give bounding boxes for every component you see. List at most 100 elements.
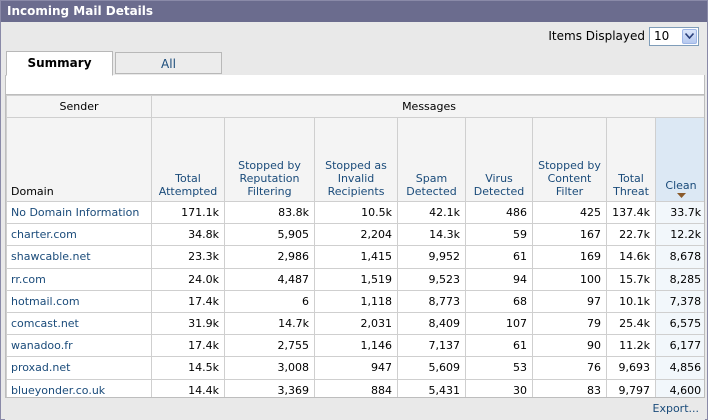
table-cell: 12.2k — [654, 223, 704, 247]
table-cell: 5,609 — [397, 356, 466, 380]
table-row: charter.com 34.8k 5,905 2,204 14.3k 59 167 22.7… — [6, 223, 704, 247]
table-cell: 1,519 — [314, 267, 398, 291]
domain-link[interactable]: No Domain Information — [6, 200, 152, 225]
col-clean-label: Clean — [665, 179, 697, 192]
domain-link[interactable]: blueyonder.co.uk — [6, 378, 152, 397]
table-cell: 2,986 — [224, 245, 315, 269]
table-cell: 97 — [532, 289, 607, 313]
table-cell: 83 — [532, 378, 607, 397]
table-cell: 14.6k — [606, 245, 656, 269]
col-domain: Domain — [6, 117, 152, 202]
table-cell: 4,856 — [654, 356, 704, 380]
table-cell: 31.9k — [151, 311, 225, 336]
table-cell: 1,118 — [314, 289, 398, 313]
domain-link[interactable]: charter.com — [6, 223, 152, 247]
col-stopped-reputation[interactable]: Stopped by Reputation Filtering — [224, 117, 315, 202]
table-row: No Domain Information 171.1k 83.8k 10.5k 42.… — [6, 200, 704, 225]
col-stopped-invalid[interactable]: Stopped as Invalid Recipients — [314, 117, 398, 202]
table-cell: 30 — [465, 378, 533, 397]
table-cell: 10.1k — [606, 289, 656, 313]
table-cell: 107 — [465, 311, 533, 336]
table-cell: 4,600 — [654, 378, 704, 397]
table-cell: 42.1k — [397, 200, 466, 225]
table-cell: 137.4k — [606, 200, 656, 225]
table-cell: 486 — [465, 200, 533, 225]
col-clean[interactable]: Clean — [654, 117, 704, 202]
col-total-attempted[interactable]: Total Attempted — [151, 117, 225, 202]
items-displayed-control: Items Displayed 10 — [548, 26, 699, 46]
table-cell: 2,031 — [314, 311, 398, 336]
table-cell: 68 — [465, 289, 533, 313]
domain-link[interactable]: comcast.net — [6, 311, 152, 336]
table-cell: 2,204 — [314, 223, 398, 247]
table-cell: 8,409 — [397, 311, 466, 336]
table-cell: 8,773 — [397, 289, 466, 313]
domain-link[interactable]: proxad.net — [6, 356, 152, 380]
table-cell: 17.4k — [151, 334, 225, 358]
domain-link[interactable]: rr.com — [6, 267, 152, 291]
table-cell: 6 — [224, 289, 315, 313]
domain-link[interactable]: hotmail.com — [6, 289, 152, 313]
table-cell: 8,678 — [654, 245, 704, 269]
table-body: No Domain Information 171.1k 83.8k 10.5k 42.… — [6, 200, 704, 397]
table-cell: 947 — [314, 356, 398, 380]
sort-descending-icon — [676, 193, 686, 198]
table-cell: 7,137 — [397, 334, 466, 358]
domain-link[interactable]: wanadoo.fr — [6, 334, 152, 358]
table-cell: 3,008 — [224, 356, 315, 380]
col-spam-detected[interactable]: Spam Detected — [397, 117, 466, 202]
table-row: hotmail.com 17.4k 6 1,118 8,773 68 97 10.1k 7,37… — [6, 289, 704, 313]
table-cell: 94 — [465, 267, 533, 291]
chevron-down-icon[interactable] — [682, 28, 697, 44]
mail-details-table-wrap: Sender Messages Domain Total Attempted S… — [5, 94, 705, 398]
messages-group-header: Messages — [150, 95, 704, 118]
table-cell: 61 — [465, 334, 533, 358]
table-cell: 34.8k — [151, 223, 225, 247]
table-cell: 167 — [532, 223, 607, 247]
table-cell: 79 — [532, 311, 607, 336]
table-cell: 3,369 — [224, 378, 315, 397]
panel-title: Incoming Mail Details — [1, 1, 707, 22]
table-cell: 17.4k — [151, 289, 225, 313]
items-displayed-label: Items Displayed — [548, 29, 645, 43]
table-row: comcast.net 31.9k 14.7k 2,031 8,409 107 79 25.4… — [6, 311, 704, 336]
table-cell: 9,952 — [397, 245, 466, 269]
table-cell: 76 — [532, 356, 607, 380]
table-cell: 9,797 — [606, 378, 656, 397]
table-cell: 24.0k — [151, 267, 225, 291]
table-cell: 22.7k — [606, 223, 656, 247]
table-cell: 2,755 — [224, 334, 315, 358]
table-cell: 169 — [532, 245, 607, 269]
col-total-threat[interactable]: Total Threat — [606, 117, 656, 202]
table-row: blueyonder.co.uk 14.4k 3,369 884 5,431 30 83 9,… — [6, 378, 704, 397]
table-cell: 5,431 — [397, 378, 466, 397]
table-cell: 425 — [532, 200, 607, 225]
table-cell: 25.4k — [606, 311, 656, 336]
table-cell: 11.2k — [606, 334, 656, 358]
tab-summary[interactable]: Summary — [6, 51, 113, 76]
items-displayed-select[interactable]: 10 — [649, 26, 699, 46]
table-row: proxad.net 14.5k 3,008 947 5,609 53 76 9,693 4,8… — [6, 356, 704, 380]
table-cell: 100 — [532, 267, 607, 291]
table-cell: 59 — [465, 223, 533, 247]
tab-all[interactable]: All — [115, 52, 222, 74]
table-cell: 33.7k — [654, 200, 704, 225]
table-cell: 6,177 — [654, 334, 704, 358]
table-row: rr.com 24.0k 4,487 1,519 9,523 94 100 15.7k 8,28… — [6, 267, 704, 291]
table-cell: 14.5k — [151, 356, 225, 380]
col-virus-detected[interactable]: Virus Detected — [465, 117, 533, 202]
table-cell: 14.7k — [224, 311, 315, 336]
panel-footer: Export... — [5, 398, 705, 420]
table-cell: 5,905 — [224, 223, 315, 247]
export-link[interactable]: Export... — [652, 402, 700, 415]
table-cell: 15.7k — [606, 267, 656, 291]
col-content-filter[interactable]: Stopped by Content Filter — [532, 117, 607, 202]
table-cell: 9,523 — [397, 267, 466, 291]
items-displayed-value: 10 — [654, 28, 670, 43]
table-row: wanadoo.fr 17.4k 2,755 1,146 7,137 61 90 11.2k 6… — [6, 334, 704, 358]
tab-content-top — [5, 75, 705, 95]
table-cell: 1,146 — [314, 334, 398, 358]
domain-link[interactable]: shawcable.net — [6, 245, 152, 269]
table-cell: 14.4k — [151, 378, 225, 397]
